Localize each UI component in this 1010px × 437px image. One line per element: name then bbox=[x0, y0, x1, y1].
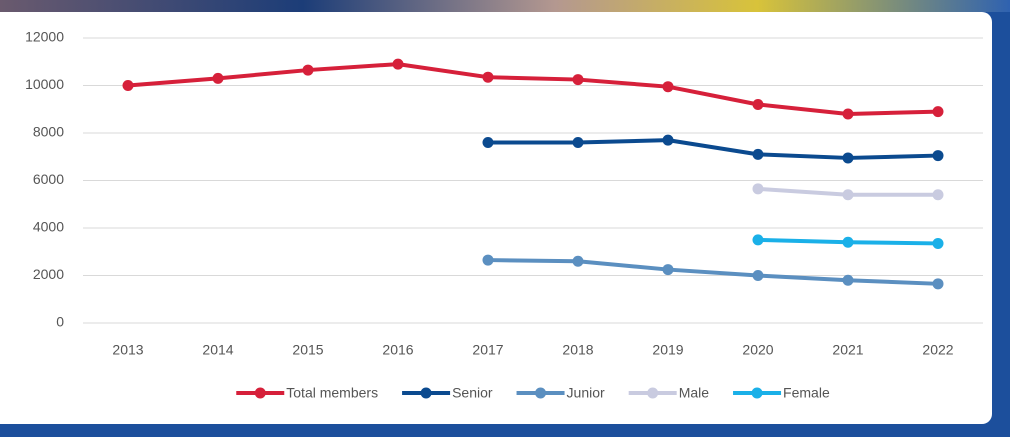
data-point bbox=[573, 256, 584, 267]
legend-marker bbox=[535, 388, 546, 399]
data-point bbox=[843, 237, 854, 248]
y-tick-label: 4000 bbox=[33, 219, 64, 235]
data-point bbox=[843, 152, 854, 163]
data-point bbox=[753, 270, 764, 281]
data-point bbox=[843, 189, 854, 200]
y-tick-label: 2000 bbox=[33, 266, 64, 282]
data-point bbox=[393, 59, 404, 70]
data-point bbox=[933, 150, 944, 161]
y-tick-label: 10000 bbox=[25, 76, 64, 92]
chart: 0 2000 4000 6000 8000 10000 12000 2013 2014 2015 2… bbox=[0, 0, 1010, 432]
legend-label: Junior bbox=[567, 385, 605, 401]
legend-label: Senior bbox=[452, 385, 493, 401]
x-tick-label: 2017 bbox=[472, 342, 503, 358]
chart-panel bbox=[0, 12, 992, 424]
legend-label: Female bbox=[783, 385, 830, 401]
x-tick-label: 2020 bbox=[742, 342, 773, 358]
data-point bbox=[933, 238, 944, 249]
data-point bbox=[843, 275, 854, 286]
data-point bbox=[663, 264, 674, 275]
x-tick-label: 2018 bbox=[562, 342, 593, 358]
data-point bbox=[753, 149, 764, 160]
legend-marker bbox=[421, 388, 432, 399]
legend-marker bbox=[752, 388, 763, 399]
data-point bbox=[663, 135, 674, 146]
data-point bbox=[123, 80, 134, 91]
data-point bbox=[483, 72, 494, 83]
x-tick-label: 2021 bbox=[832, 342, 863, 358]
y-tick-label: 0 bbox=[56, 314, 64, 330]
data-point bbox=[753, 183, 764, 194]
page: 0 2000 4000 6000 8000 10000 12000 2013 2014 2015 2… bbox=[0, 0, 1010, 432]
x-tick-label: 2022 bbox=[922, 342, 953, 358]
data-point bbox=[483, 137, 494, 148]
data-point bbox=[933, 278, 944, 289]
data-point bbox=[303, 65, 314, 76]
data-point bbox=[483, 255, 494, 266]
legend-label: Total members bbox=[286, 385, 378, 401]
data-point bbox=[843, 109, 854, 120]
legend-marker bbox=[255, 388, 266, 399]
photo-strip bbox=[0, 0, 1010, 12]
legend-label: Male bbox=[679, 385, 710, 401]
data-point bbox=[933, 106, 944, 117]
x-tick-label: 2019 bbox=[652, 342, 683, 358]
data-point bbox=[573, 137, 584, 148]
data-point bbox=[663, 81, 674, 92]
y-tick-label: 12000 bbox=[25, 29, 64, 45]
x-tick-label: 2014 bbox=[202, 342, 233, 358]
x-tick-label: 2016 bbox=[382, 342, 413, 358]
data-point bbox=[753, 234, 764, 245]
data-point bbox=[753, 99, 764, 110]
legend-marker bbox=[647, 388, 658, 399]
x-tick-label: 2015 bbox=[292, 342, 323, 358]
x-tick-label: 2013 bbox=[112, 342, 143, 358]
data-point bbox=[573, 74, 584, 85]
data-point bbox=[213, 73, 224, 84]
data-point bbox=[933, 189, 944, 200]
y-tick-label: 6000 bbox=[33, 171, 64, 187]
y-tick-label: 8000 bbox=[33, 124, 64, 140]
